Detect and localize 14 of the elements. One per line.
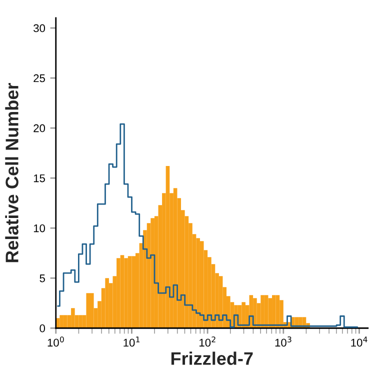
x-tick-label: 10$^{2}$ <box>200 336 216 347</box>
x-tick-label: 10$^{3}$ <box>275 336 292 347</box>
y-axis-title: Relative Cell Number <box>5 83 18 262</box>
y-tick-label: 25 <box>34 74 45 82</box>
x-tick-label: 10$^{0}$ <box>48 336 64 347</box>
x-tick-label: 10$^{4}$ <box>351 336 368 347</box>
x-axis-title: Frizzled-7 <box>171 352 253 365</box>
y-tick-label: 0 <box>40 324 46 332</box>
y-tick-label: 15 <box>34 174 45 182</box>
y-tick-label: 30 <box>34 24 46 32</box>
y-tick-label: 5 <box>40 274 45 282</box>
x-tick-label: 10$^{1}$ <box>124 336 140 347</box>
y-tick-label: 10 <box>34 224 46 232</box>
y-tick-label: 20 <box>34 124 46 132</box>
